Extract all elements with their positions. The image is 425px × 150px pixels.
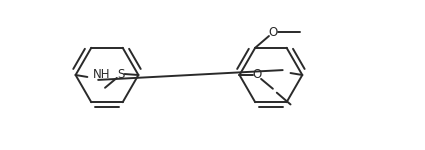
Text: S: S <box>117 68 125 81</box>
Text: NH: NH <box>93 69 111 81</box>
Text: O: O <box>252 69 262 81</box>
Text: O: O <box>268 26 278 39</box>
